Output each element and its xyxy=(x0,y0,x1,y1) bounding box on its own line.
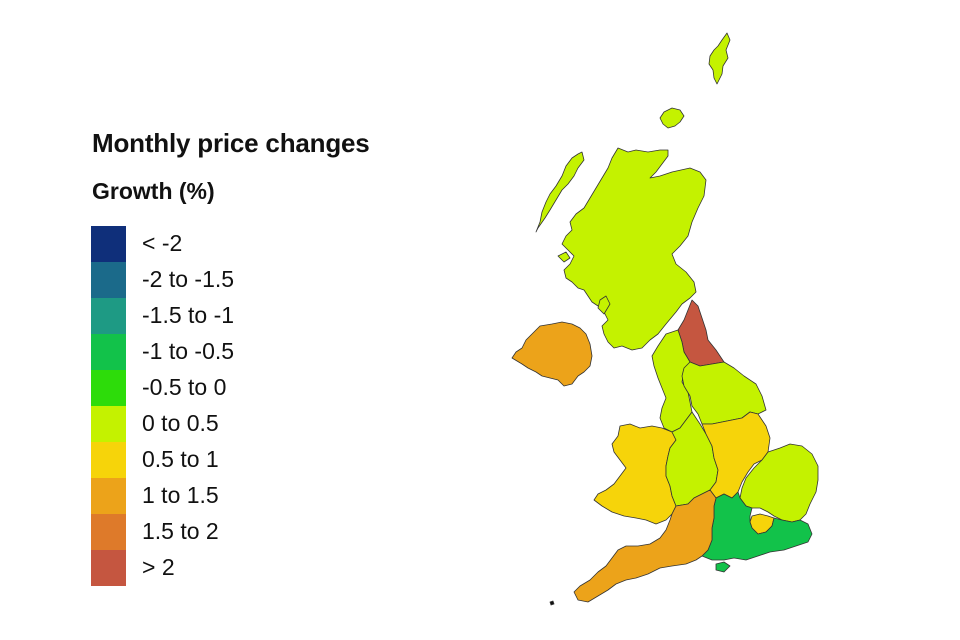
legend-swatch xyxy=(91,334,126,370)
legend-swatch xyxy=(91,514,126,550)
region-south-west[interactable] xyxy=(573,489,717,603)
legend-title: Monthly price changes xyxy=(92,128,370,158)
legend-subtitle: Growth (%) xyxy=(92,178,215,204)
legend-swatch xyxy=(91,550,126,586)
legend-label: 0.5 to 1 xyxy=(142,446,219,472)
legend-label: > 2 xyxy=(142,554,175,580)
legend-item: < -2 xyxy=(91,226,331,262)
legend-item: 0 to 0.5 xyxy=(91,406,331,442)
legend-item: -1.5 to -1 xyxy=(91,298,331,334)
scilly-isles xyxy=(549,600,555,606)
region-scotland-hebrides[interactable] xyxy=(535,151,585,233)
legend-label: -2 to -1.5 xyxy=(142,266,235,292)
legend-swatch xyxy=(91,478,126,514)
region-south-east-isle-of-wight[interactable] xyxy=(715,561,731,573)
legend-item: -1 to -0.5 xyxy=(91,334,331,370)
legend-swatch xyxy=(91,226,126,262)
region-scotland-islands[interactable] xyxy=(557,251,611,315)
region-scotland-shetland[interactable] xyxy=(708,32,731,85)
legend-label: < -2 xyxy=(142,230,183,256)
legend-swatch xyxy=(91,370,126,406)
legend-label: -0.5 to 0 xyxy=(142,374,227,400)
legend-swatch xyxy=(91,406,126,442)
legend-label: -1 to -0.5 xyxy=(142,338,235,364)
legend-label: 1 to 1.5 xyxy=(142,482,219,508)
legend-item: 1 to 1.5 xyxy=(91,478,331,514)
legend-label: -1.5 to -1 xyxy=(142,302,235,328)
legend-swatch xyxy=(91,298,126,334)
legend: < -2 -2 to -1.5 -1.5 to -1 -1 to -0.5 -0… xyxy=(91,226,331,586)
legend-label: 1.5 to 2 xyxy=(142,518,219,544)
legend-label: 0 to 0.5 xyxy=(142,410,219,436)
legend-item: -2 to -1.5 xyxy=(91,262,331,298)
region-scotland[interactable] xyxy=(561,147,707,351)
legend-swatch xyxy=(91,262,126,298)
region-east-midlands[interactable] xyxy=(701,411,771,499)
region-scotland-orkney[interactable] xyxy=(659,107,685,129)
legend-item: 1.5 to 2 xyxy=(91,514,331,550)
legend-item: 0.5 to 1 xyxy=(91,442,331,478)
legend-item: > 2 xyxy=(91,550,331,586)
legend-swatch xyxy=(91,442,126,478)
region-wales[interactable] xyxy=(593,423,677,525)
region-northern-ireland[interactable] xyxy=(511,321,593,387)
legend-item: -0.5 to 0 xyxy=(91,370,331,406)
